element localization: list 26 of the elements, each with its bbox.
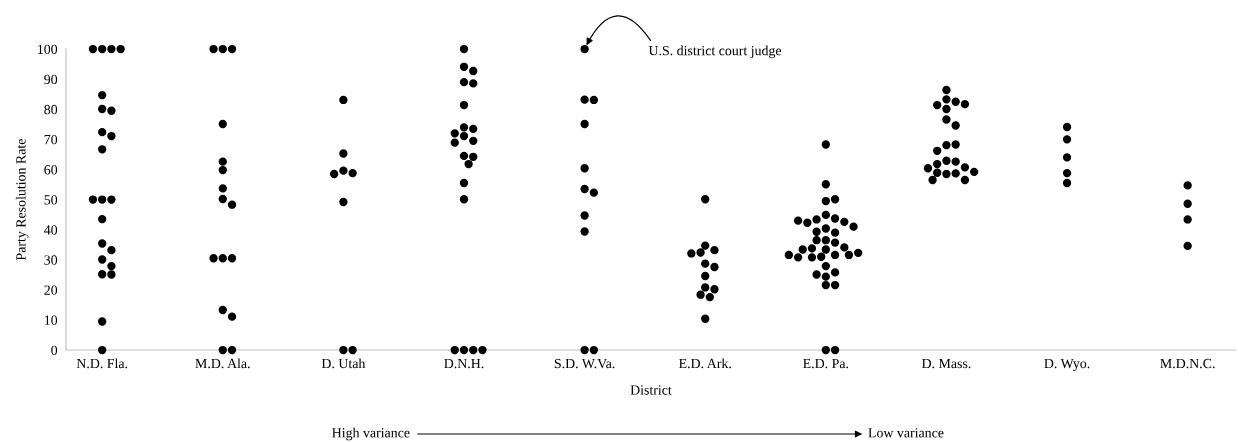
y-tick-label: 100 (38, 44, 58, 55)
y-tick-label: 20 (44, 285, 58, 295)
annotation: U.S. district court judge (648, 45, 782, 59)
y-tick-label: 50 (44, 195, 58, 205)
y-tick-label: 60 (44, 165, 58, 175)
x-tick-label: D.N.H. (444, 358, 484, 369)
y-tick-label: 30 (44, 255, 58, 265)
x-tick-label: E.D. Pa. (803, 358, 849, 369)
x-tick-label: S.D. W.Va. (554, 358, 615, 369)
x-tick-label: M.D. Ala. (195, 358, 250, 369)
x-tick-label: D. Utah (321, 358, 366, 369)
y-tick-label: 70 (44, 134, 58, 145)
x-tick-label: D. Wyo. (1044, 358, 1090, 371)
y-axis-title: Party Resolution Rate (15, 139, 29, 261)
y-tick-label: 40 (44, 225, 58, 235)
x-tick-label: D. Mass. (921, 358, 971, 369)
y-tick-label: 90 (44, 74, 58, 85)
x-tick-label: M.D.N.C. (1160, 358, 1215, 369)
y-tick-label: 80 (44, 104, 58, 115)
x-axis-title: District (630, 385, 672, 395)
x-tick-label: E.D. Ark. (678, 358, 731, 369)
x-tick-label: N.D. Fla. (76, 358, 128, 369)
text: High variance (332, 427, 410, 441)
y-tick-label: 0 (51, 345, 58, 356)
y-tick-label: 10 (44, 315, 58, 325)
text: Low variance (868, 428, 944, 438)
